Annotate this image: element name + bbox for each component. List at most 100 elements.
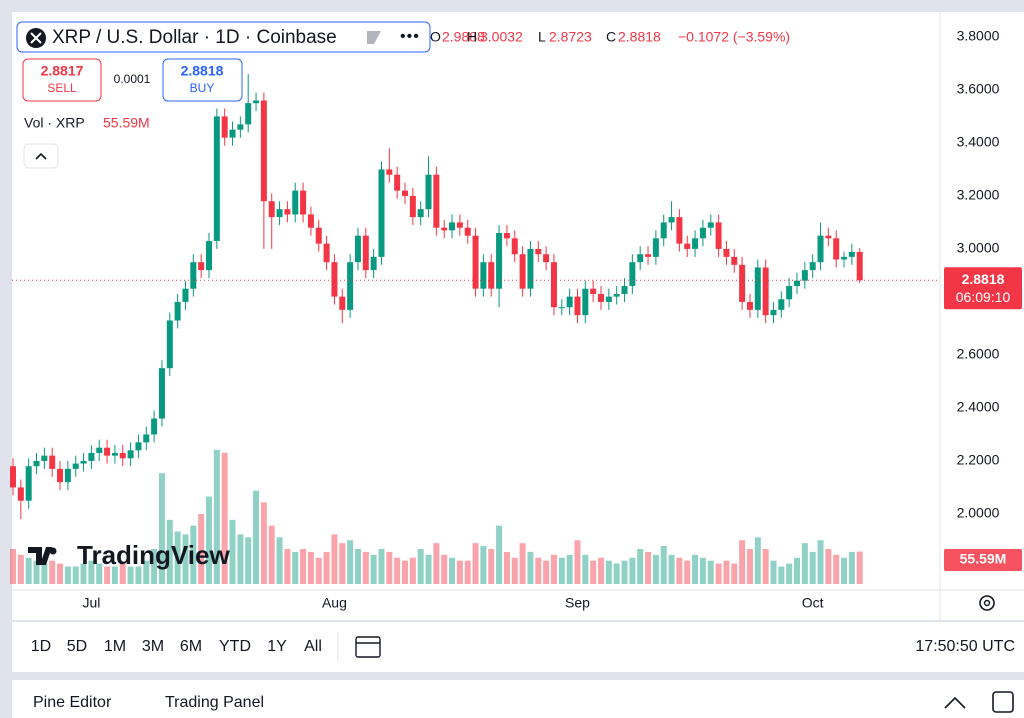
panel-tab[interactable]: Pine Editor	[33, 694, 112, 711]
candle-body	[237, 124, 244, 130]
range-button[interactable]: 5D	[67, 638, 87, 655]
volume-bar	[245, 537, 252, 584]
candle-body	[268, 201, 275, 218]
volume-bar	[472, 543, 479, 584]
y-tick-label: 3.6000	[957, 81, 1000, 97]
range-button[interactable]: 1D	[31, 638, 51, 655]
candle-body	[378, 169, 385, 257]
volume-bar	[182, 534, 189, 584]
symbol-box[interactable]	[16, 21, 431, 53]
volume-bar	[315, 557, 322, 584]
candle-body	[174, 301, 181, 321]
more-icon[interactable]: •••	[400, 28, 420, 45]
candle-body	[613, 293, 620, 297]
buy-button[interactable]	[162, 58, 243, 102]
candle-body	[550, 262, 557, 308]
volume-bar	[394, 557, 401, 584]
candle-body	[323, 243, 330, 263]
volume-bar	[574, 540, 581, 584]
candle-body	[17, 487, 24, 501]
panel-tab[interactable]: Trading Panel	[165, 694, 264, 711]
volume-bar	[825, 549, 832, 584]
volume-bar	[127, 566, 134, 584]
settings-icon[interactable]	[979, 595, 995, 611]
volume-bar	[221, 452, 228, 584]
candle-body	[260, 100, 267, 202]
volume-bar	[260, 502, 267, 584]
candle-body	[739, 264, 746, 302]
candle-body	[229, 129, 236, 138]
candle-body	[723, 248, 730, 257]
x-tick-label: Sep	[565, 595, 590, 611]
volume-bar	[723, 560, 730, 584]
volume-bar	[229, 519, 236, 584]
chart-panel	[12, 12, 1024, 620]
candle-body	[72, 463, 79, 469]
candle-body	[151, 418, 158, 435]
y-tick-label: 3.8000	[957, 28, 1000, 44]
range-button[interactable]: 1M	[104, 638, 126, 655]
range-button[interactable]: YTD	[219, 638, 251, 655]
volume-bar	[558, 557, 565, 584]
volume-bar	[323, 551, 330, 584]
candle-body	[135, 442, 142, 451]
candle-body	[645, 254, 652, 257]
range-button[interactable]: 6M	[180, 638, 202, 655]
volume-bar	[629, 557, 636, 584]
legend-close: 2.8818	[618, 29, 661, 45]
volume-bar	[598, 557, 604, 584]
candle-body	[10, 466, 16, 488]
volume-bar	[17, 554, 24, 584]
volume-bar	[10, 549, 16, 584]
range-button[interactable]: 3M	[142, 638, 164, 655]
volume-bar	[590, 560, 597, 584]
candle-body	[104, 447, 111, 456]
volume-bar	[535, 557, 542, 584]
price-tag	[944, 267, 1022, 310]
volume-bar	[464, 560, 471, 584]
buy-label: BUY	[190, 81, 215, 95]
sell-button[interactable]	[22, 58, 102, 102]
volume-bar	[253, 490, 260, 584]
volume-bar	[268, 525, 275, 584]
legend-high: 3.0032	[480, 29, 523, 45]
collapse-button[interactable]	[23, 143, 59, 169]
flag-icon[interactable]	[367, 31, 381, 44]
volume-bar	[409, 557, 416, 584]
volume-legend-value: 55.59M	[103, 115, 150, 131]
volume-bar	[198, 514, 205, 584]
candle-body	[543, 254, 550, 263]
volume-bar	[190, 525, 197, 584]
maximize-icon[interactable]	[992, 691, 1014, 713]
volume-bar	[496, 525, 503, 584]
candle-body	[96, 447, 103, 453]
volume-bar	[801, 543, 808, 584]
volume-bar	[613, 563, 620, 584]
candle-body	[402, 190, 408, 196]
volume-bar	[449, 557, 456, 584]
range-button[interactable]: All	[304, 638, 322, 655]
candle-body	[88, 452, 95, 461]
candle-body	[652, 238, 659, 257]
y-tick-label: 2.4000	[957, 399, 1000, 415]
volume-bar	[441, 554, 448, 584]
legend-low: 2.8723	[549, 29, 592, 45]
volume-bar	[692, 554, 699, 584]
x-tick-label: Aug	[322, 595, 347, 611]
y-tick-label: 2.2000	[957, 452, 1000, 468]
volume-bar	[292, 551, 299, 584]
candle-body	[535, 248, 542, 255]
volume-bar	[786, 563, 793, 584]
range-button[interactable]: 1Y	[267, 638, 287, 655]
expand-panel-icon[interactable]	[944, 696, 966, 709]
candle-body	[370, 256, 377, 271]
volume-bar	[621, 560, 628, 584]
volume-bar	[456, 560, 463, 584]
candle-body	[354, 235, 361, 263]
candle-body	[503, 233, 510, 239]
date-range-icon[interactable]	[355, 636, 381, 658]
volume-bar	[699, 557, 706, 584]
volume-bar	[707, 560, 714, 584]
volume-bar	[143, 560, 150, 584]
volume-bar	[339, 543, 346, 584]
